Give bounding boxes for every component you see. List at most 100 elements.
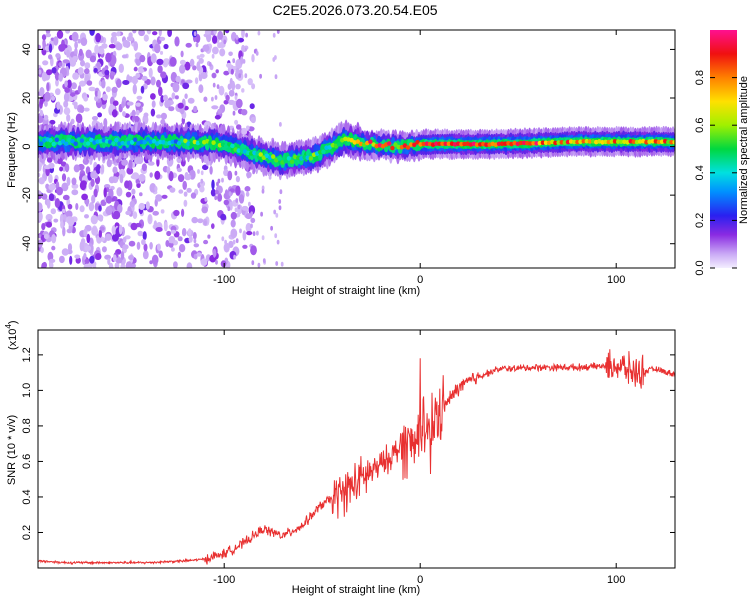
heatmap-cell-110	[234, 119, 239, 125]
heatmap-cell-356	[166, 166, 171, 175]
heatmap-cell-602	[57, 157, 63, 165]
heatmap-cell-847	[48, 43, 53, 53]
heatmap-cell-958	[56, 101, 61, 110]
heatmap-cell-223	[192, 65, 197, 71]
colorbar-tick-label-0: 0.0	[694, 260, 706, 275]
heatmap-cell-2299	[151, 138, 157, 144]
heatmap-cell-950	[155, 227, 163, 232]
heatmap-cell-713	[158, 30, 162, 37]
heatmap-ytick-label-1: 20	[21, 92, 33, 104]
heatmap-cell-2385	[421, 141, 426, 147]
heatmap-cell-888	[98, 47, 105, 55]
heatmap-cell-624	[116, 187, 123, 197]
heatmap-cell-339	[71, 82, 77, 90]
heatmap-cell-986	[45, 30, 51, 35]
heatmap-cell-162	[75, 257, 81, 264]
heatmap-cell-944	[129, 200, 135, 208]
heatmap-cell-931	[66, 79, 72, 89]
heatmap-cell-1171	[262, 258, 266, 263]
heatmap-cell-863	[191, 216, 198, 224]
heatmap-cell-152	[150, 108, 156, 117]
heatmap-cell-1120	[232, 58, 236, 64]
snr-panel: -100 0 100 0.2 0.4 0.6 0.8 1.0 1.2 Height of str…	[4, 320, 676, 596]
heatmap-cell-770	[74, 41, 78, 49]
heatmap-cell-994	[42, 261, 47, 268]
heatmap-cell-399	[67, 203, 73, 210]
heatmap-cell-250	[156, 114, 162, 119]
heatmap-cell-2402	[474, 142, 480, 147]
heatmap-cell-912	[73, 102, 78, 110]
heatmap-cell-964	[39, 87, 45, 96]
heatmap-cell-725	[217, 193, 223, 202]
heatmap-cell-829	[40, 247, 44, 254]
heatmap-cell-767	[163, 58, 170, 63]
heatmap-cell-761	[202, 44, 210, 52]
heatmap-cell-777	[220, 213, 227, 221]
heatmap-cell-2421	[534, 141, 539, 146]
heatmap-cell-493	[215, 69, 219, 74]
heatmap-cell-451	[170, 71, 178, 83]
heatmap-cell-255	[55, 78, 59, 87]
heatmap-cell-1138	[250, 223, 253, 229]
heatmap-cell-2339	[277, 156, 282, 161]
heatmap-xtick-label-0: -100	[213, 274, 235, 286]
heatmap-cell-790	[241, 30, 245, 39]
heatmap-cell-1081	[138, 202, 146, 211]
heatmap-cell-1040	[43, 233, 49, 240]
heatmap-cell-620	[151, 100, 156, 108]
heatmap-cell-884	[193, 105, 198, 113]
heatmap-cell-460	[66, 49, 70, 58]
heatmap-cell-653	[51, 234, 57, 244]
heatmap-cell-2392	[443, 141, 448, 147]
heatmap-cell-1069	[141, 239, 146, 246]
heatmap-cell-2343	[289, 159, 295, 165]
heatmap-cell-211	[38, 234, 42, 239]
heatmap-cell-2297	[145, 137, 150, 142]
heatmap-cell-954	[130, 222, 138, 231]
heatmap-cell-2391	[440, 141, 445, 147]
snr-ytick-label-3: 0.8	[21, 418, 33, 433]
heatmap-cell-1147	[275, 261, 279, 266]
heatmap-cell-525	[66, 114, 71, 122]
heatmap-cell-352	[224, 30, 230, 34]
heatmap-cell-841	[163, 221, 168, 232]
heatmap-cell-2307	[176, 140, 182, 146]
heatmap-cell-440	[171, 247, 175, 252]
heatmap-cell-2286	[111, 141, 116, 146]
heatmap-xlabel: Height of straight line (km)	[292, 285, 420, 297]
heatmap-cell-711	[230, 211, 237, 220]
heatmap-cell-933	[174, 95, 179, 100]
heatmap-cell-2427	[553, 140, 558, 146]
heatmap-cell-469	[241, 44, 246, 53]
heatmap-cell-318	[156, 157, 160, 167]
heatmap-cell-321	[228, 51, 233, 57]
snr-series-line	[38, 349, 675, 566]
heatmap-cell-487	[50, 95, 56, 101]
heatmap-cell-2349	[308, 156, 313, 161]
heatmap-cell-718	[77, 85, 82, 94]
heatmap-cell-788	[97, 214, 104, 221]
heatmap-cell-2443	[603, 139, 608, 145]
heatmap-cell-232	[136, 155, 144, 165]
heatmap-cell-871	[91, 194, 96, 204]
heatmap-cell-1077	[105, 206, 113, 216]
heatmap-cell-605	[53, 218, 59, 223]
heatmap-cell-646	[143, 34, 149, 42]
heatmap-cell-395	[151, 254, 159, 265]
heatmap-cell-349	[90, 215, 98, 225]
heatmap-cell-2457	[647, 139, 652, 144]
heatmap-cell-838	[154, 186, 158, 192]
colorbar-gradient	[710, 30, 737, 268]
heatmap-cell-2368	[368, 139, 373, 144]
heatmap-cell-2274	[73, 141, 78, 147]
heatmap-cell-130	[83, 263, 91, 268]
heatmap-cell-682	[111, 86, 118, 93]
heatmap-cell-268	[247, 78, 253, 86]
heatmap-cell-2460	[656, 139, 662, 145]
heatmap-cell-734	[81, 193, 88, 201]
heatmap-cell-310	[185, 42, 192, 48]
heatmap-cell-2416	[518, 140, 524, 146]
heatmap-cell-1088	[232, 110, 236, 116]
heatmap-cell-1052	[97, 90, 101, 99]
heatmap-cell-878	[218, 85, 225, 96]
